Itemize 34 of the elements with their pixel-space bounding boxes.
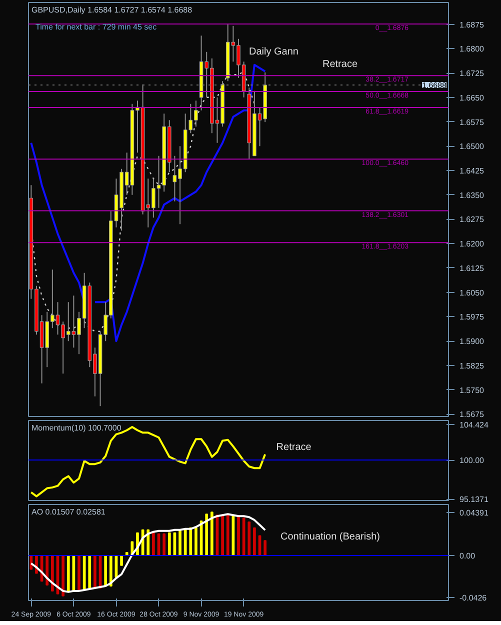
text: Time for next bar : 729 min 45 sec [36, 22, 157, 32]
annotation: Continuation (Bearish) [280, 532, 380, 543]
y-tick-label: 1.6575 [460, 118, 485, 127]
y-tick-label: 0.00 [460, 552, 476, 561]
y-tick-label: 1.5675 [460, 410, 485, 420]
line-series [30, 426, 266, 498]
y-tick-label: 1.5750 [460, 386, 485, 395]
y-tick-label: 100.00 [460, 456, 485, 466]
ref-line-label: 1.6688 [422, 81, 448, 90]
annotation: Daily Gann [249, 46, 298, 58]
chart-title: AO 0.01507 0.02581 [32, 508, 106, 516]
chart-title: GBPUSD,Daily 1.6584 1.6727 1.6574 1.6688 [32, 6, 193, 14]
line-series [30, 513, 266, 593]
y-tick-label: 1.6650 [460, 93, 485, 102]
y-tick-label: 1.6800 [460, 44, 485, 54]
y-tick-label: 1.5975 [460, 312, 485, 322]
y-tick-label: 1.5825 [460, 361, 485, 370]
y-tick-label: 1.6050 [460, 288, 485, 298]
chart-title: Momentum(10) 100.7000 [32, 424, 122, 432]
y-tick-label: 95.1371 [460, 495, 489, 504]
y-tick-label: 1.6875 [460, 20, 485, 30]
y-tick-label: 1.6200 [460, 240, 485, 249]
y-tick-label: 1.6425 [460, 166, 485, 176]
y-tick-label: 1.6275 [460, 215, 485, 224]
y-tick-label: 1.5900 [460, 337, 485, 346]
y-tick-label: 1.6725 [460, 69, 485, 78]
y-tick-label: 0.04391 [460, 508, 489, 518]
y-tick-label: 1.6500 [460, 142, 485, 152]
y-tick-label: 1.6125 [460, 264, 485, 273]
y-tick-label: -0.0426 [460, 593, 488, 602]
y-tick-label: 1.6350 [460, 190, 485, 200]
annotation: Retrace [276, 442, 312, 454]
annotation: Retrace [322, 59, 358, 70]
y-tick-label: 104.424 [460, 420, 489, 430]
